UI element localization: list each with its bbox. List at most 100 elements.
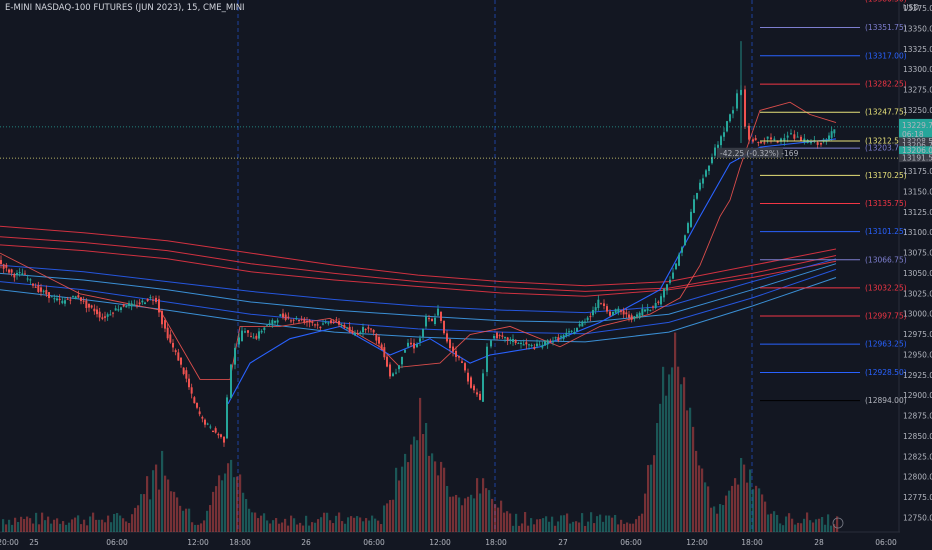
candle-body	[174, 350, 177, 353]
candle-body	[581, 321, 584, 327]
volume-bar	[299, 522, 302, 532]
volume-bar	[695, 450, 698, 532]
volume-bar	[749, 469, 752, 532]
volume-bar	[599, 514, 602, 532]
candle-body	[684, 235, 686, 246]
candle-body	[699, 182, 701, 190]
candle-body	[541, 345, 544, 348]
volume-bar	[743, 464, 746, 532]
candle-body	[316, 324, 319, 326]
candle-body	[760, 142, 762, 144]
candle-body	[220, 434, 222, 437]
price-tick-label: 12950.00	[903, 350, 932, 359]
candle-body	[82, 300, 85, 302]
volume-bar	[107, 515, 110, 532]
candle-body	[53, 298, 56, 300]
candle-body	[576, 327, 578, 332]
candle-body	[188, 378, 190, 388]
candle-body	[392, 373, 394, 377]
volume-bar	[221, 480, 224, 532]
volume-bar	[335, 515, 338, 532]
volume-bar	[38, 524, 41, 532]
volume-bar	[371, 515, 374, 532]
volume-bar	[353, 517, 356, 532]
volume-bar	[155, 464, 158, 532]
volume-bar	[776, 514, 779, 532]
volume-bar	[236, 476, 239, 532]
candle-body	[13, 273, 16, 278]
price-level-label: (12894.00)	[865, 396, 907, 405]
candle-body	[833, 129, 836, 134]
candle-body	[678, 254, 680, 266]
volume-bar	[527, 525, 530, 532]
candle-body	[744, 89, 746, 127]
candle-body	[810, 141, 812, 144]
price-tick-label: 12900.00	[903, 391, 932, 400]
candle-body	[0, 260, 2, 264]
volume-bar	[50, 523, 53, 532]
candle-body	[702, 178, 704, 184]
candle-body	[209, 426, 212, 428]
candle-body	[234, 347, 236, 365]
candle-body	[573, 332, 576, 335]
candle-body	[348, 326, 351, 333]
volume-bar	[641, 513, 644, 532]
volume-bar	[575, 521, 578, 532]
volume-bar	[563, 515, 566, 532]
time-tick-label: 18:00	[229, 538, 251, 547]
volume-bar	[74, 517, 77, 532]
candle-body	[276, 320, 279, 323]
volume-bar	[251, 512, 254, 532]
candle-body	[693, 199, 695, 213]
volume-bar	[158, 489, 161, 532]
candle-body	[681, 247, 683, 253]
candle-body	[458, 356, 460, 358]
volume-bar	[5, 524, 8, 532]
price-tick-label: 13375.00	[903, 4, 932, 13]
candle-body	[652, 306, 654, 308]
measure-box	[717, 147, 783, 158]
candle-body	[247, 330, 249, 333]
volume-bar	[56, 518, 59, 532]
volume-bar	[143, 494, 146, 532]
volume-bar	[263, 513, 266, 532]
volume-bar	[758, 488, 761, 532]
candle-body	[241, 330, 243, 341]
candle-body	[362, 327, 364, 333]
volume-bar	[524, 512, 527, 532]
volume-bar	[443, 467, 446, 532]
candle-body	[565, 332, 568, 336]
volume-bar	[482, 478, 485, 532]
candle-body	[172, 342, 174, 348]
ma-band-line	[0, 236, 837, 292]
price-tick-label: 13000.00	[903, 310, 932, 319]
candle-body	[284, 314, 287, 320]
volume-bar	[47, 516, 50, 532]
candle-body	[578, 324, 581, 327]
volume-bar	[185, 508, 188, 532]
crosshair-badge-label: 13206.75	[902, 141, 932, 150]
volume-bar	[308, 525, 311, 532]
volume-bar	[71, 519, 74, 532]
candle-body	[803, 138, 806, 143]
candle-body	[308, 319, 311, 323]
volume-bar	[140, 494, 143, 532]
volume-bar	[131, 514, 134, 532]
volume-bar	[128, 522, 131, 532]
volume-bar	[32, 523, 35, 532]
volume-bar	[509, 513, 512, 532]
volume-bar	[89, 516, 92, 532]
candle-body	[101, 317, 104, 319]
candle-body	[322, 323, 324, 325]
candle-body	[380, 344, 383, 350]
volume-bar	[59, 523, 62, 532]
candle-body	[687, 223, 689, 233]
volume-bar	[257, 518, 260, 532]
volume-bar	[41, 512, 44, 532]
volume-bar	[572, 521, 575, 532]
volume-bar	[683, 377, 686, 532]
volume-bar	[542, 518, 545, 532]
price-level-label: (13170.25)	[865, 171, 907, 180]
candle-body	[654, 302, 657, 309]
